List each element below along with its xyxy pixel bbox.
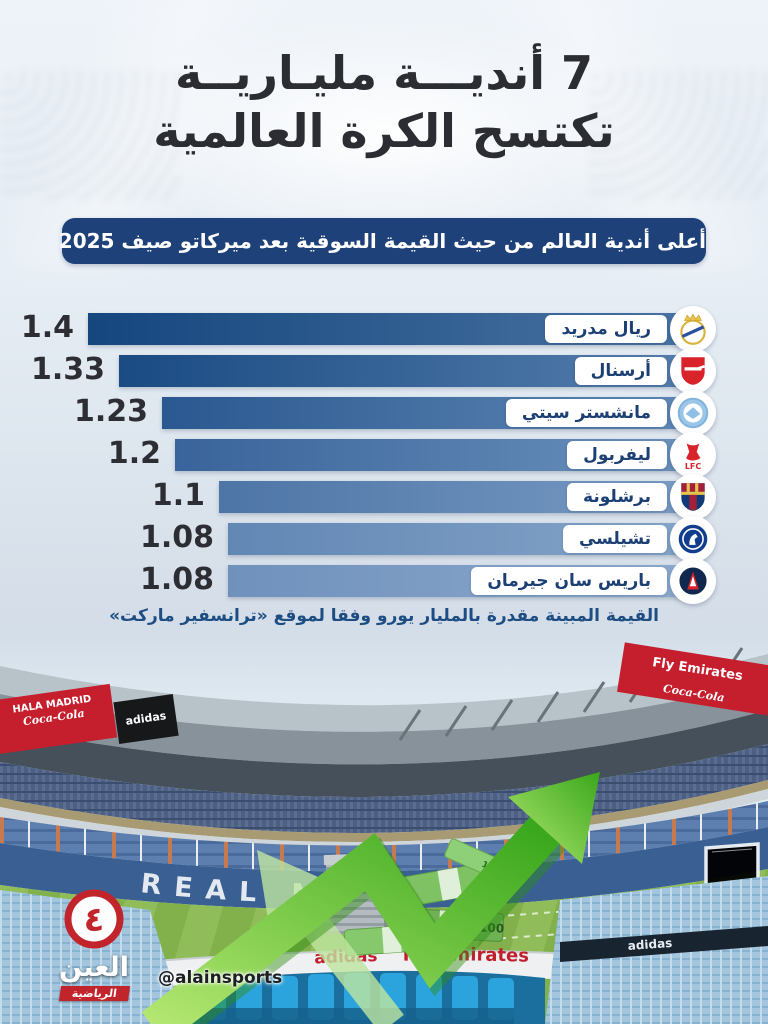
blurred-crowd-left [0,70,180,200]
liverpool-crest-icon: LFC [685,443,701,471]
club-logo-badge [670,306,716,352]
chelsea-crest-icon [678,524,708,554]
title-glow [84,10,684,250]
brand-name: العين [59,952,129,983]
real-madrid-crest-icon [680,313,706,345]
bar-value: 1.1 [151,478,205,513]
chart-row-manchester-city: مانشستر سيتي 1.23 [0,390,768,436]
alain-sports-logo: ٤ العين الرياضية [34,888,154,1001]
subtitle-banner: أعلى أندية العالم من حيث القيمة السوقية … [59,218,706,264]
chart-footnote: القيمة المبينة مقدرة بالمليار يورو وفقا … [109,606,659,626]
chart-row-chelsea: تشيلسي 1.08 [0,516,768,562]
title-line-1: 7 أنديـــة مليـاريــة [174,46,594,100]
psg-crest-icon [677,565,709,597]
page-title: 7 أنديـــة مليـاريــة تكتسح الكرة العالم… [0,44,768,160]
bar-value: 1.23 [73,394,148,429]
bar-value: 1.33 [30,352,105,387]
club-label: باريس سان جيرمان [471,567,667,595]
club-label: ليفربول [567,441,667,469]
ad-board-adidas: adidas [113,694,179,744]
arsenal-crest-icon [681,357,706,385]
chart-row-arsenal: أرسنال 1.33 [0,348,768,394]
bar-value: 1.4 [20,310,74,345]
club-label: برشلونة [567,483,667,511]
bar-value: 1.2 [107,436,161,471]
club-logo-badge [670,390,716,436]
growth-arrow [141,772,600,1024]
club-logo-badge [670,516,716,562]
manchester-city-crest-icon [677,397,709,429]
chart-row-liverpool: ليفربول LFC 1.2 [0,432,768,478]
barcelona-crest-icon [681,483,705,511]
club-label: ريال مدريد [545,315,667,343]
club-label: أرسنال [574,357,667,385]
svg-text:٤: ٤ [84,900,105,940]
club-label: تشيلسي [562,525,667,553]
alain-logo-icon: ٤ [64,889,124,949]
bar-value: 1.08 [139,562,214,597]
social-handle: @alainsports [158,968,283,988]
adidas-text: adidas [124,709,168,728]
svg-text:LFC: LFC [685,462,701,471]
title-line-2: تكتسح الكرة العالمية [153,104,615,158]
club-label: مانشستر سيتي [505,399,667,427]
chart-row-psg: باريس سان جيرمان 1.08 [0,558,768,604]
brand-tagline: الرياضية [58,986,130,1001]
club-logo-badge [670,558,716,604]
club-logo-badge [670,348,716,394]
ad-adidas-dark-board: adidas [627,936,673,953]
blurred-crowd-right [588,70,768,200]
stadium-scene: REAL MADRID adidas Fly Emirates [0,640,768,1024]
market-value-bar-chart: ريال مدريد 1.4 أرسنال 1.33 [0,306,768,607]
bar-value: 1.08 [139,520,214,555]
chart-row-real-madrid: ريال مدريد 1.4 [0,306,768,352]
chart-row-barcelona: برشلونة 1.1 [0,474,768,520]
club-logo-badge: LFC [670,432,716,478]
club-logo-badge [670,474,716,520]
growth-overlay: 100 100 100 100 [141,772,600,1024]
